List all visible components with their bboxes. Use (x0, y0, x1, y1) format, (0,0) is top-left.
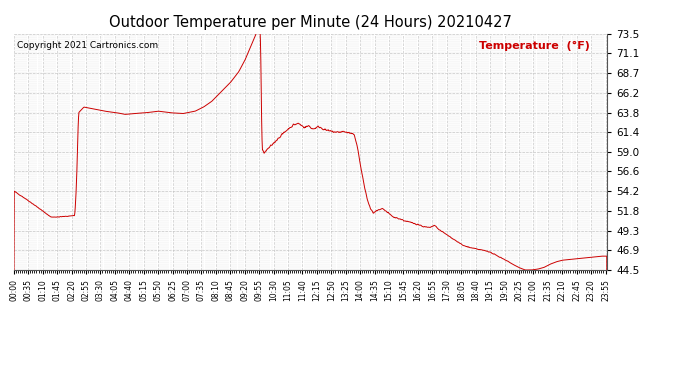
Text: Temperature  (°F): Temperature (°F) (479, 41, 589, 51)
Title: Outdoor Temperature per Minute (24 Hours) 20210427: Outdoor Temperature per Minute (24 Hours… (109, 15, 512, 30)
Text: Copyright 2021 Cartronics.com: Copyright 2021 Cartronics.com (17, 41, 158, 50)
